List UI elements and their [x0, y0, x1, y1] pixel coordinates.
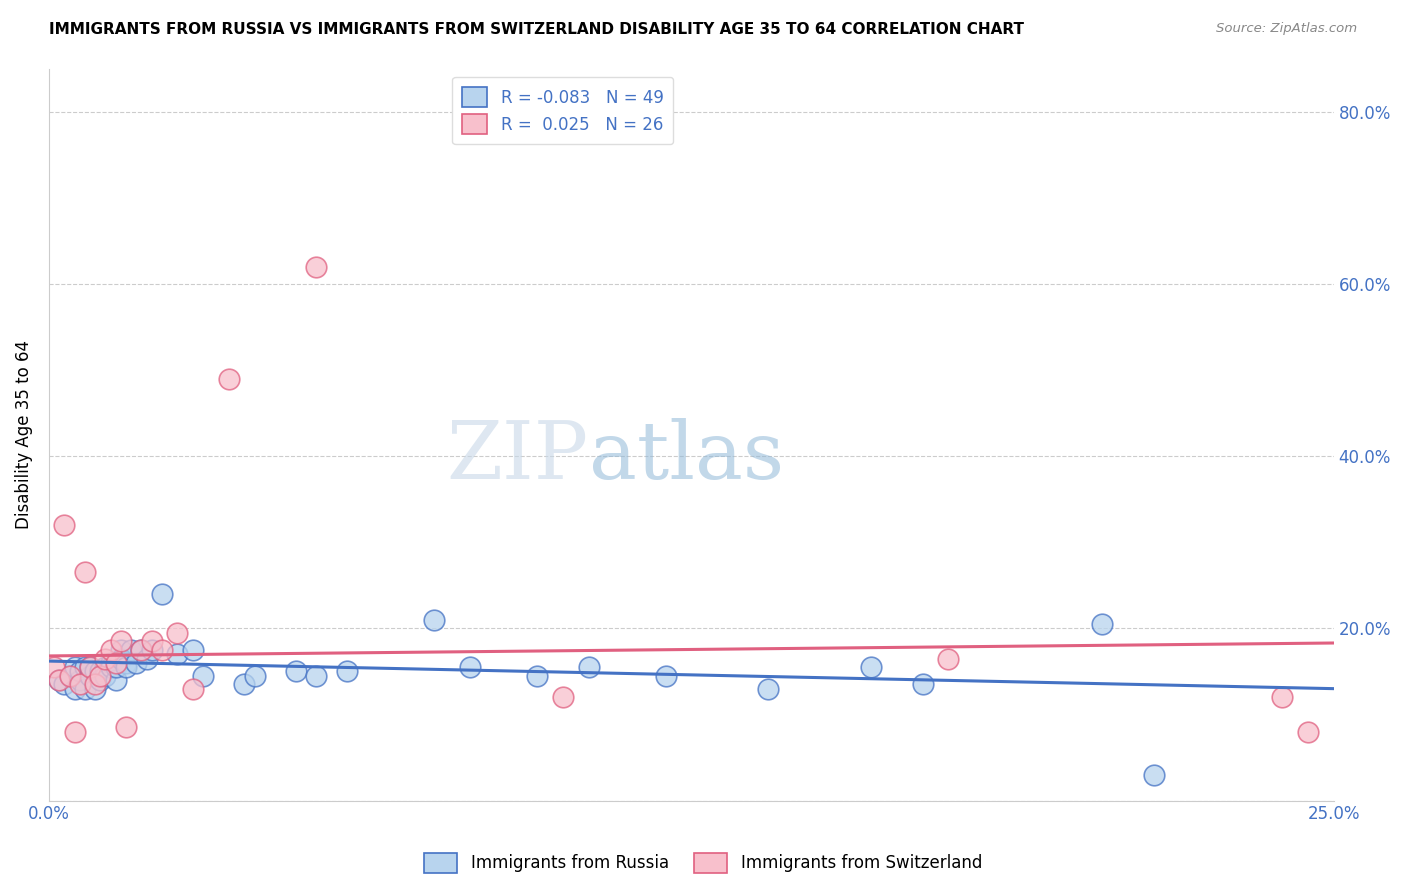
- Point: [48, 673, 70, 687]
- Point: [69, 665, 91, 679]
- Point: [42, 660, 65, 674]
- Point: [79, 669, 101, 683]
- Point: [1143, 768, 1166, 782]
- Point: [166, 625, 188, 640]
- Point: [1091, 617, 1114, 632]
- Point: [423, 613, 446, 627]
- Text: atlas: atlas: [589, 417, 783, 496]
- Point: [141, 634, 163, 648]
- Point: [758, 681, 780, 696]
- Point: [79, 660, 101, 674]
- Point: [84, 681, 107, 696]
- Point: [84, 665, 107, 679]
- Point: [233, 677, 256, 691]
- Point: [73, 660, 96, 674]
- Text: Source: ZipAtlas.com: Source: ZipAtlas.com: [1216, 22, 1357, 36]
- Point: [58, 669, 80, 683]
- Point: [94, 651, 117, 665]
- Point: [89, 673, 111, 687]
- Point: [53, 677, 76, 691]
- Point: [150, 643, 173, 657]
- Point: [526, 669, 548, 683]
- Point: [104, 656, 127, 670]
- Point: [141, 643, 163, 657]
- Point: [336, 665, 359, 679]
- Point: [284, 665, 307, 679]
- Point: [100, 660, 122, 674]
- Point: [654, 669, 676, 683]
- Point: [860, 660, 883, 674]
- Point: [115, 720, 138, 734]
- Point: [48, 673, 70, 687]
- Text: IMMIGRANTS FROM RUSSIA VS IMMIGRANTS FROM SWITZERLAND DISABILITY AGE 35 TO 64 CO: IMMIGRANTS FROM RUSSIA VS IMMIGRANTS FRO…: [49, 22, 1024, 37]
- Y-axis label: Disability Age 35 to 64: Disability Age 35 to 64: [15, 340, 32, 529]
- Point: [89, 669, 111, 683]
- Point: [69, 673, 91, 687]
- Point: [131, 643, 153, 657]
- Point: [73, 566, 96, 580]
- Point: [84, 677, 107, 691]
- Point: [181, 681, 204, 696]
- Point: [58, 669, 80, 683]
- Point: [460, 660, 482, 674]
- Point: [100, 656, 122, 670]
- Point: [63, 660, 86, 674]
- Point: [131, 643, 153, 657]
- Point: [53, 518, 76, 533]
- Point: [94, 669, 117, 683]
- Point: [104, 660, 127, 674]
- Point: [69, 677, 91, 691]
- Point: [115, 656, 138, 670]
- Point: [63, 681, 86, 696]
- Point: [110, 643, 132, 657]
- Text: ZIP: ZIP: [447, 417, 589, 496]
- Point: [551, 690, 574, 705]
- Point: [110, 634, 132, 648]
- Point: [89, 665, 111, 679]
- Point: [1271, 690, 1294, 705]
- Legend: R = -0.083   N = 49, R =  0.025   N = 26: R = -0.083 N = 49, R = 0.025 N = 26: [453, 77, 673, 145]
- Point: [135, 651, 157, 665]
- Point: [218, 371, 240, 385]
- Point: [191, 669, 214, 683]
- Point: [1296, 724, 1319, 739]
- Point: [166, 647, 188, 661]
- Point: [63, 724, 86, 739]
- Point: [578, 660, 600, 674]
- Point: [110, 651, 132, 665]
- Point: [305, 669, 328, 683]
- Point: [243, 669, 266, 683]
- Point: [94, 660, 117, 674]
- Point: [73, 681, 96, 696]
- Point: [305, 260, 328, 274]
- Point: [125, 656, 148, 670]
- Legend: Immigrants from Russia, Immigrants from Switzerland: Immigrants from Russia, Immigrants from …: [418, 847, 988, 880]
- Point: [115, 660, 138, 674]
- Point: [104, 673, 127, 687]
- Point: [911, 677, 934, 691]
- Point: [79, 660, 101, 674]
- Point: [936, 651, 959, 665]
- Point: [120, 643, 142, 657]
- Point: [100, 643, 122, 657]
- Point: [181, 643, 204, 657]
- Point: [150, 587, 173, 601]
